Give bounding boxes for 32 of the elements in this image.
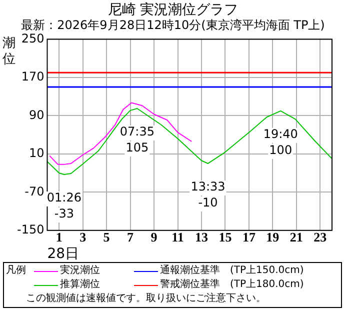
y-tick-label: -150: [17, 222, 44, 237]
legend-label: 実況潮位: [60, 264, 100, 278]
annotation: 19:40 100: [263, 127, 298, 158]
x-tick-label: 17: [242, 230, 256, 245]
x-tick-label: 3: [80, 230, 87, 245]
x-tick-label: 7: [127, 230, 134, 245]
x-tick-label: 13: [194, 230, 208, 245]
legend-label: 通報潮位基準 (TP上150.0cm): [160, 264, 304, 278]
chart-title: 尼崎 実況潮位グラフ: [108, 2, 238, 18]
y-tick-label: 90: [28, 108, 44, 122]
annotation: 07:35 105: [120, 124, 154, 155]
x-tick-label: 5: [103, 230, 110, 245]
annotation: 01:26 -33: [46, 190, 82, 221]
x-tick-label: 11: [172, 230, 184, 245]
x-tick-label: 23: [314, 230, 328, 245]
legend-title: 凡例: [6, 264, 27, 278]
x-axis-title: 28日: [47, 246, 80, 262]
legend-label: 推算潮位: [60, 278, 100, 292]
text: この観測値は速報値です。取り扱いにご注意下さい。: [25, 292, 267, 306]
y-tick-label: 250: [21, 31, 44, 46]
chart-subtitle: 最新：2026年9月28日12時10分(東京湾平均海面 TP上): [21, 18, 325, 32]
y-tick-label: 10: [28, 146, 44, 160]
x-tick-label: 1: [56, 230, 62, 245]
x-tick-label: 21: [290, 230, 303, 245]
y-tick-label: 170: [21, 70, 44, 84]
annotation: 13:33 -10: [190, 180, 226, 210]
x-tick-label: 9: [150, 230, 158, 245]
y-axis-title: 潮位: [2, 36, 16, 68]
y-tick-label: -70: [24, 184, 44, 198]
legend-label: 警戒潮位基準 (TP上180.0cm): [160, 278, 304, 292]
x-tick-label: 19: [266, 230, 280, 245]
x-tick-label: 15: [218, 230, 232, 245]
